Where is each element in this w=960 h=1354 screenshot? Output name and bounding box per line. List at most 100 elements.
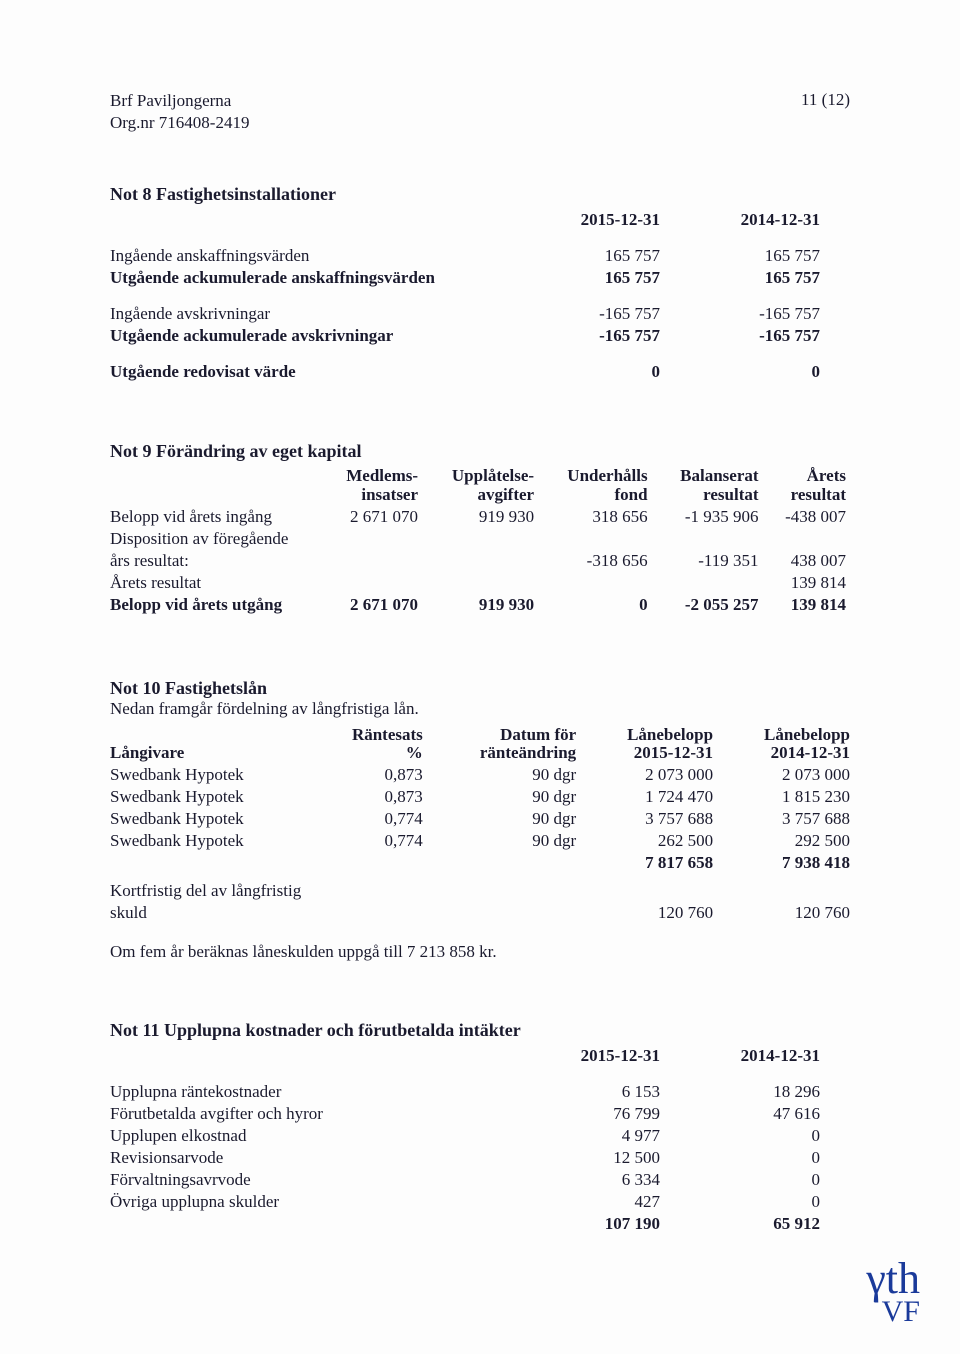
cell: 1 815 230 [713, 786, 850, 808]
cell: 0 [660, 1169, 820, 1191]
short-term-row: skuld 120 760 120 760 [110, 902, 850, 924]
row-label: Upplupna räntekostnader [110, 1081, 500, 1103]
row-label: Utgående ackumulerade anskaffningsvärden [110, 267, 500, 289]
row-label: Swedbank Hypotek [110, 830, 310, 852]
cell: -119 351 [652, 550, 763, 572]
table-row: Ingående avskrivningar-165 757-165 757 [110, 303, 850, 325]
table-row: Årets resultat 139 814 [110, 572, 850, 594]
cell: 47 616 [660, 1103, 820, 1125]
cell [652, 572, 763, 594]
table-header-row: Medlems-insatser Upplåtelse-avgifter Und… [110, 466, 850, 505]
row-label: Swedbank Hypotek [110, 786, 310, 808]
table-row: Disposition av föregående [110, 528, 850, 550]
note11-title: Not 11 Upplupna kostnader och förutbetal… [110, 1020, 850, 1041]
org-name: Brf Paviljongerna [110, 90, 249, 112]
col-underhalls: Underhållsfond [538, 466, 652, 505]
table-header-row: Långivare Räntesats% Datum förränteändri… [110, 725, 850, 764]
cell [422, 550, 538, 572]
row-label: Årets resultat [110, 572, 320, 594]
row-label: Utgående ackumulerade avskrivningar [110, 325, 500, 347]
cell [538, 528, 652, 550]
table-row: Förutbetalda avgifter och hyror76 79947 … [110, 1103, 850, 1125]
table-row: Swedbank Hypotek0,87390 dgr1 724 4701 81… [110, 786, 850, 808]
row-label: Belopp vid årets utgång [110, 594, 320, 616]
total-2014: 7 938 418 [713, 852, 850, 874]
cell: 90 dgr [423, 830, 576, 852]
cell [422, 572, 538, 594]
col-upplatelse: Upplåtelse-avgifter [422, 466, 538, 505]
table-row [110, 347, 850, 361]
table-row: Swedbank Hypotek0,87390 dgr2 073 0002 07… [110, 764, 850, 786]
short-term-2015: 120 760 [576, 902, 713, 924]
cell: 0,774 [310, 808, 423, 830]
cell: -165 757 [500, 325, 660, 347]
short-term-label-1: Kortfristig del av långfristig [110, 880, 850, 902]
col-2015: 2015-12-31 [500, 1045, 660, 1067]
cell: 0 [660, 1147, 820, 1169]
col-medlems: Medlems-insatser [320, 466, 422, 505]
total-2014: 65 912 [660, 1213, 820, 1235]
cell: 165 757 [660, 267, 820, 289]
col-lan-2014: Lånebelopp2014-12-31 [713, 725, 850, 764]
document-page: Brf Paviljongerna Org.nr 716408-2419 11 … [0, 0, 960, 1354]
total-2015: 7 817 658 [576, 852, 713, 874]
row-label: Förvaltningsavrvode [110, 1169, 500, 1191]
cell: 3 757 688 [713, 808, 850, 830]
signature-mark: γthVF [866, 1261, 920, 1324]
note8-title: Not 8 Fastighetsinstallationer [110, 184, 850, 205]
cell: 0,873 [310, 786, 423, 808]
table-row: Revisionsarvode12 5000 [110, 1147, 850, 1169]
col-lan-2015: Lånebelopp2015-12-31 [576, 725, 713, 764]
cell: 90 dgr [423, 786, 576, 808]
table-row: Upplupna räntekostnader6 15318 296 [110, 1081, 850, 1103]
cell: 438 007 [763, 550, 850, 572]
total-2015: 107 190 [500, 1213, 660, 1235]
cell: 165 757 [660, 245, 820, 267]
cell: 2 073 000 [713, 764, 850, 786]
table-row: Utgående redovisat värde00 [110, 361, 850, 383]
table-row: Belopp vid årets utgång2 671 070919 9300… [110, 594, 850, 616]
cell: 0 [660, 361, 820, 383]
cell: 3 757 688 [576, 808, 713, 830]
row-label: Upplupen elkostnad [110, 1125, 500, 1147]
cell: -2 055 257 [652, 594, 763, 616]
cell: -318 656 [538, 550, 652, 572]
cell: -1 935 906 [652, 506, 763, 528]
header-left: Brf Paviljongerna Org.nr 716408-2419 [110, 90, 249, 134]
table-total-row: 7 817 658 7 938 418 [110, 852, 850, 874]
cell: 0 [500, 361, 660, 383]
cell: 0 [660, 1125, 820, 1147]
col-langivare: Långivare [110, 725, 310, 764]
table-row: Förvaltningsavrvode6 3340 [110, 1169, 850, 1191]
table-header-row: 2015-12-31 2014-12-31 [110, 1045, 850, 1067]
table-row: Swedbank Hypotek0,77490 dgr3 757 6883 75… [110, 808, 850, 830]
note10-footnote: Om fem år beräknas låneskulden uppgå til… [110, 942, 850, 962]
cell: 90 dgr [423, 764, 576, 786]
table-row: Utgående ackumulerade anskaffningsvärden… [110, 267, 850, 289]
cell [320, 572, 422, 594]
note10-subtitle: Nedan framgår fördelning av långfristiga… [110, 699, 850, 719]
cell: 165 757 [500, 267, 660, 289]
table-row [110, 289, 850, 303]
cell: 292 500 [713, 830, 850, 852]
table-header-row: 2015-12-31 2014-12-31 [110, 209, 850, 231]
cell: 139 814 [763, 572, 850, 594]
col-datum: Datum förränteändring [423, 725, 576, 764]
cell [652, 528, 763, 550]
note9-table: Medlems-insatser Upplåtelse-avgifter Und… [110, 466, 850, 615]
table-row: Utgående ackumulerade avskrivningar-165 … [110, 325, 850, 347]
cell [320, 550, 422, 572]
org-number: Org.nr 716408-2419 [110, 112, 249, 134]
cell: 12 500 [500, 1147, 660, 1169]
cell: 18 296 [660, 1081, 820, 1103]
col-balanserat: Balanseratresultat [652, 466, 763, 505]
row-label: Förutbetalda avgifter och hyror [110, 1103, 500, 1125]
cell [422, 528, 538, 550]
page-number: 11 (12) [801, 90, 850, 134]
short-term-row: Kortfristig del av långfristig [110, 880, 850, 902]
table-row: Upplupen elkostnad4 9770 [110, 1125, 850, 1147]
table-row: Övriga upplupna skulder4270 [110, 1191, 850, 1213]
cell: -438 007 [763, 506, 850, 528]
col-2015: 2015-12-31 [500, 209, 660, 231]
cell: -165 757 [660, 325, 820, 347]
